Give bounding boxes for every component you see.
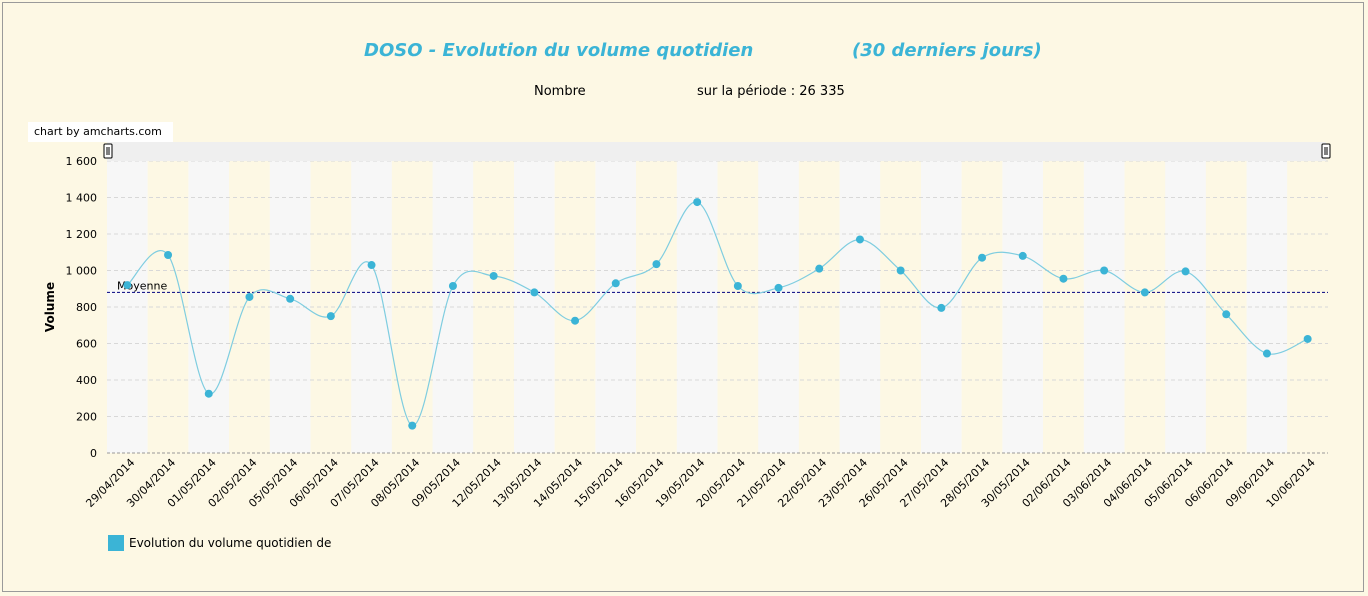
data-point[interactable] — [1140, 288, 1149, 297]
chart-title: DOSO - Evolution du volume quotidien (30… — [0, 40, 1368, 66]
data-point[interactable] — [164, 250, 173, 259]
y-tick-label: 400 — [76, 374, 97, 387]
data-point[interactable] — [367, 261, 376, 270]
data-point[interactable] — [123, 281, 132, 290]
category-band — [1246, 161, 1288, 453]
category-band — [1002, 161, 1044, 453]
category-band — [147, 161, 189, 453]
data-point[interactable] — [408, 421, 417, 430]
data-point[interactable] — [1181, 267, 1190, 276]
data-point[interactable] — [693, 198, 702, 207]
category-band — [595, 161, 637, 453]
y-tick-label: 1 000 — [66, 265, 98, 278]
y-tick-label: 200 — [76, 411, 97, 424]
y-tick-label: 1 400 — [66, 192, 98, 205]
subtitle-total: sur la période : 26 335 — [697, 84, 845, 99]
category-band — [351, 161, 392, 453]
category-band — [1205, 161, 1247, 453]
data-point[interactable] — [733, 282, 742, 291]
chart-title-main: DOSO - Evolution du volume quotidien — [364, 40, 754, 61]
data-point[interactable] — [489, 271, 498, 280]
data-point[interactable] — [1222, 310, 1231, 319]
category-band — [554, 161, 596, 453]
category-band — [798, 161, 840, 453]
data-point[interactable] — [204, 389, 213, 398]
data-point[interactable] — [1100, 266, 1109, 275]
data-point[interactable] — [326, 312, 335, 321]
category-band — [758, 161, 799, 453]
chart-title-period: (30 derniers jours) — [852, 40, 1042, 61]
data-point[interactable] — [774, 283, 783, 292]
data-point[interactable] — [1303, 334, 1312, 343]
data-point[interactable] — [1262, 349, 1271, 358]
category-band — [391, 161, 433, 453]
data-point[interactable] — [245, 292, 254, 301]
y-tick-label: 600 — [76, 338, 97, 351]
y-tick-label: 1 200 — [66, 228, 98, 241]
data-point[interactable] — [652, 260, 661, 269]
data-point[interactable] — [530, 288, 539, 297]
subtitle-prefix: Nombre — [534, 84, 586, 99]
data-point[interactable] — [1018, 251, 1027, 260]
legend-swatch — [108, 535, 124, 551]
y-tick-label: 800 — [76, 301, 97, 314]
data-point[interactable] — [611, 279, 620, 288]
series-line — [126, 201, 1308, 427]
data-point[interactable] — [1059, 274, 1068, 283]
scrollbar-left-grip[interactable] — [103, 143, 113, 159]
legend[interactable]: Evolution du volume quotidien de — [108, 535, 331, 551]
data-point[interactable] — [571, 316, 580, 325]
data-point[interactable] — [937, 303, 946, 312]
y-axis-title: Volume — [43, 282, 57, 332]
y-tick-label: 1 600 — [66, 155, 98, 168]
amcharts-credit-link[interactable]: chart by amcharts.com — [28, 122, 173, 142]
category-band — [107, 161, 148, 453]
data-point[interactable] — [855, 235, 864, 244]
scrollbar-track[interactable] — [107, 142, 1326, 161]
scrollbar-right-grip[interactable] — [1321, 143, 1331, 159]
category-band — [1043, 161, 1084, 453]
data-point[interactable] — [978, 253, 987, 262]
data-point[interactable] — [815, 264, 824, 273]
data-point[interactable] — [286, 294, 295, 303]
y-tick-label: 0 — [90, 447, 97, 460]
legend-label: Evolution du volume quotidien de — [129, 536, 332, 550]
data-point[interactable] — [896, 266, 905, 275]
data-point[interactable] — [448, 282, 457, 291]
